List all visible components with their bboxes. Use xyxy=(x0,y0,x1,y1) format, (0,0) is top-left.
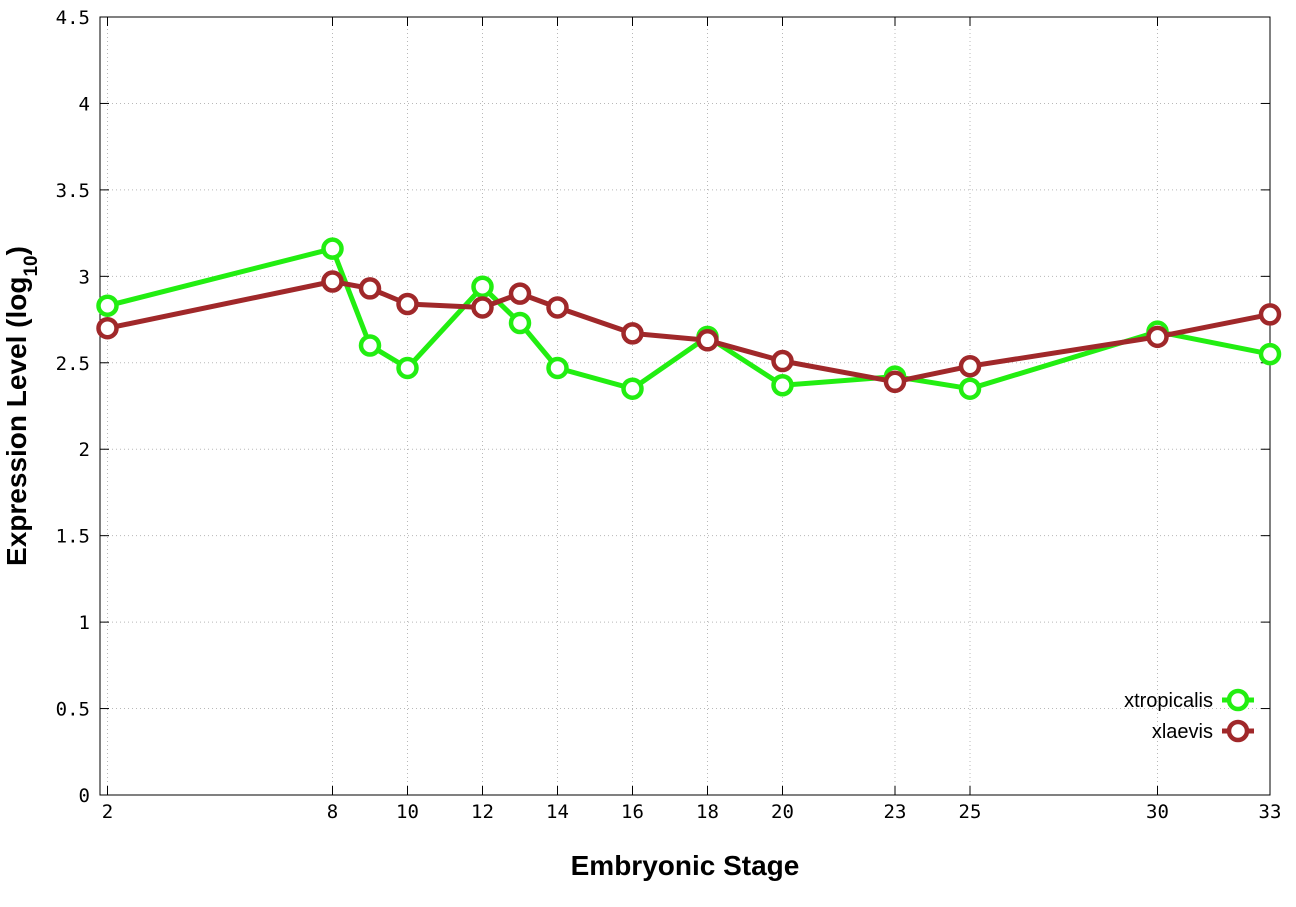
data-point-xlaevis xyxy=(546,296,569,319)
data-point-xlaevis xyxy=(96,316,119,340)
x-tick-label: 18 xyxy=(696,801,719,823)
y-tick-label: 0 xyxy=(79,785,90,807)
x-tick-label: 12 xyxy=(471,801,494,823)
data-point-xlaevis xyxy=(696,329,719,352)
x-tick-label: 8 xyxy=(327,801,338,823)
series-xlaevis xyxy=(96,270,1282,394)
y-tick-label: 4 xyxy=(79,93,90,115)
series-xtropicalis xyxy=(96,237,1282,400)
x-tick-label: 14 xyxy=(546,801,569,823)
y-axis-title-main: Expression Level (log xyxy=(1,277,32,566)
legend: xtropicalis xlaevis xyxy=(1124,688,1254,743)
data-point-xtropicalis xyxy=(546,356,569,380)
y-tick-label: 3 xyxy=(79,266,90,288)
y-tick-label: 0.5 xyxy=(56,699,90,721)
data-point-xtropicalis xyxy=(321,237,344,260)
plot-frame xyxy=(99,16,1271,796)
data-point-xtropicalis xyxy=(396,356,419,380)
y-tick-label: 2 xyxy=(79,439,90,461)
data-point-xtropicalis xyxy=(471,275,494,298)
data-point-xlaevis xyxy=(883,370,907,394)
x-tick-label: 30 xyxy=(1146,801,1169,823)
data-point-xlaevis xyxy=(1146,325,1169,349)
data-point-xlaevis xyxy=(621,322,644,345)
data-point-xtropicalis xyxy=(1258,342,1282,366)
data-point-xtropicalis xyxy=(621,377,644,400)
x-tick-label: 33 xyxy=(1259,801,1282,823)
data-point-xlaevis xyxy=(508,282,532,305)
y-tick-label: 1 xyxy=(79,612,90,634)
series-line-xtropicalis xyxy=(106,246,1271,392)
y-axis-title-close: ) xyxy=(1,246,32,255)
data-point-xtropicalis xyxy=(958,377,982,400)
x-tick-label: 16 xyxy=(621,801,644,823)
data-point-xlaevis xyxy=(321,270,344,293)
series xyxy=(96,237,1282,400)
series-line-xlaevis xyxy=(106,279,1271,385)
y-tick-label: 4.5 xyxy=(56,7,90,29)
data-point-xtropicalis xyxy=(771,374,794,397)
legend-label-xtropicalis: xtropicalis xyxy=(1124,690,1213,712)
y-tick-label: 3.5 xyxy=(56,180,90,202)
legend-label-xlaevis: xlaevis xyxy=(1152,721,1213,743)
x-tick-label: 2 xyxy=(102,801,113,823)
data-point-xlaevis xyxy=(771,349,794,373)
data-point-xlaevis xyxy=(471,296,494,319)
y-axis-title-subscript: 10 xyxy=(21,255,42,276)
y-axis-title: Expression Level (log10) xyxy=(1,246,42,566)
y-tick-label: 2.5 xyxy=(56,353,90,375)
data-point-xlaevis xyxy=(958,354,982,378)
data-point-xlaevis xyxy=(396,292,419,316)
x-axis-title: Embryonic Stage xyxy=(571,850,800,881)
data-point-xlaevis xyxy=(358,277,382,300)
axis-ticks: 0 0.5 1 1.5 2 2.5 3 3.5 4 4.5 2 8 10 12 14 16 18 20 23 25 30… xyxy=(56,7,1282,823)
y-tick-label: 1.5 xyxy=(56,526,90,548)
grid xyxy=(100,17,1270,795)
data-point-xtropicalis xyxy=(508,311,532,335)
x-tick-label: 20 xyxy=(771,801,794,823)
legend-marker-xtropicalis xyxy=(1226,688,1250,712)
legend-marker-xlaevis xyxy=(1226,719,1250,743)
x-tick-label: 10 xyxy=(396,801,419,823)
data-point-xlaevis xyxy=(1258,303,1282,326)
data-point-xtropicalis xyxy=(96,294,119,317)
data-point-xtropicalis xyxy=(358,334,382,357)
x-tick-label: 25 xyxy=(959,801,982,823)
x-tick-label: 23 xyxy=(884,801,907,823)
